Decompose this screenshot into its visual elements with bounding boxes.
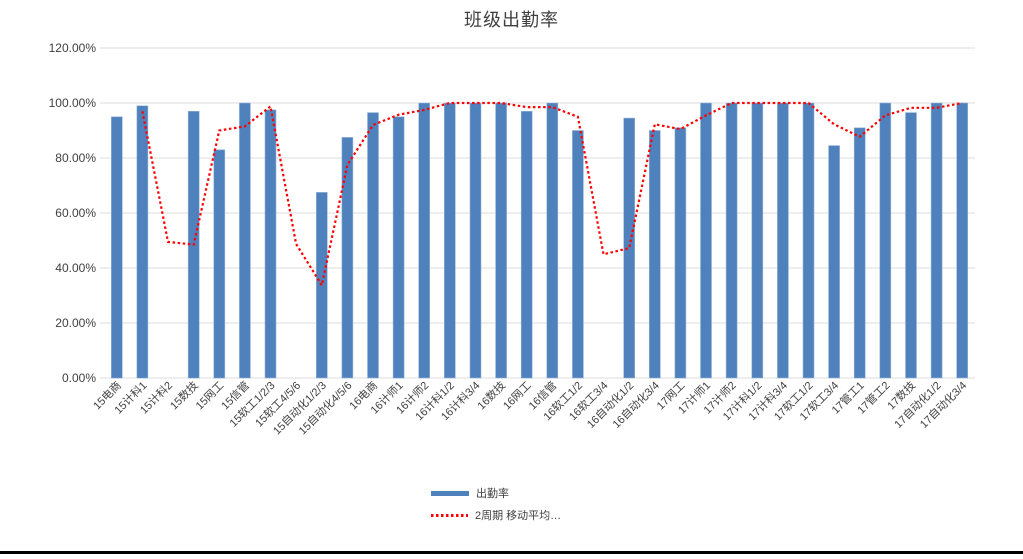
y-axis-label: 60.00% — [55, 206, 96, 220]
bar — [546, 102, 559, 379]
bar-series-label: 出勤率 — [476, 488, 509, 500]
bar — [520, 111, 533, 379]
bar — [367, 112, 379, 379]
y-axis-label: 40.00% — [55, 261, 96, 275]
y-axis-label: 20.00% — [55, 316, 96, 330]
bar — [930, 102, 943, 379]
legend-item-moving-average: 2周期 移动平均… — [431, 507, 561, 523]
bar — [879, 102, 892, 379]
bar — [443, 102, 456, 379]
bar — [469, 102, 482, 379]
bar — [777, 102, 789, 379]
chart-legend: 出勤率 2周期 移动平均… — [431, 485, 561, 523]
y-axis-label: 80.00% — [55, 151, 96, 165]
y-axis-label: 0.00% — [62, 371, 96, 385]
moving-average-line — [141, 101, 963, 289]
bar — [853, 127, 866, 379]
bar — [905, 112, 917, 379]
window-bottom-edge — [0, 551, 1023, 554]
bar — [623, 117, 636, 379]
attendance-chart: 0.00% 20.00% 40.00% 60.00% 80.00% 100.00% 120.… — [49, 41, 975, 437]
bar — [264, 109, 277, 379]
bar — [648, 130, 661, 379]
bar — [239, 102, 251, 379]
legend-item-attendance: 出勤率 — [431, 485, 561, 501]
bar — [674, 127, 687, 379]
bar — [136, 105, 149, 379]
line-series-label: 2周期 移动平均… — [475, 510, 562, 522]
bar — [572, 130, 584, 379]
y-axis-label: 100.00% — [49, 96, 97, 110]
bar — [392, 116, 405, 379]
bar — [956, 102, 969, 379]
bar — [700, 102, 712, 379]
line-series-swatch-icon — [431, 513, 468, 517]
bar — [725, 102, 738, 379]
bar — [751, 102, 764, 379]
bar — [418, 102, 431, 379]
bar — [828, 145, 840, 379]
bar — [802, 102, 815, 379]
bar — [315, 192, 328, 379]
bar-series-swatch-icon — [431, 490, 469, 496]
y-axis-label: 120.00% — [49, 41, 97, 55]
bar — [495, 102, 507, 379]
bar — [341, 137, 354, 379]
bar — [111, 116, 123, 379]
bar — [213, 149, 226, 379]
chart-title: 班级出勤率 — [464, 10, 559, 30]
